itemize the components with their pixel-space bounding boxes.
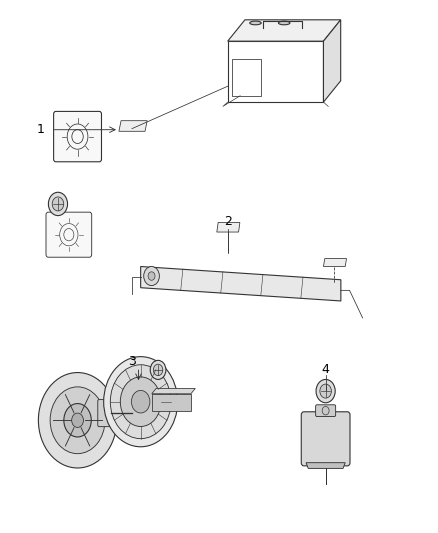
- Circle shape: [320, 384, 332, 398]
- Polygon shape: [152, 394, 191, 411]
- FancyBboxPatch shape: [53, 111, 102, 162]
- Polygon shape: [306, 463, 345, 469]
- Circle shape: [120, 377, 161, 426]
- Circle shape: [144, 266, 159, 286]
- Text: 3: 3: [128, 356, 136, 368]
- FancyBboxPatch shape: [46, 212, 92, 257]
- Circle shape: [150, 360, 166, 379]
- FancyBboxPatch shape: [316, 405, 336, 417]
- Polygon shape: [323, 259, 346, 266]
- FancyBboxPatch shape: [301, 412, 350, 466]
- Ellipse shape: [279, 21, 290, 25]
- Circle shape: [104, 357, 178, 447]
- Polygon shape: [323, 20, 341, 102]
- Circle shape: [52, 197, 64, 211]
- Circle shape: [316, 379, 335, 403]
- Circle shape: [39, 373, 117, 468]
- Text: 1: 1: [37, 123, 45, 136]
- Polygon shape: [141, 266, 341, 301]
- Circle shape: [48, 192, 67, 216]
- Circle shape: [322, 407, 329, 415]
- Circle shape: [50, 387, 105, 454]
- FancyBboxPatch shape: [98, 400, 124, 426]
- Circle shape: [131, 391, 150, 413]
- Circle shape: [64, 403, 91, 437]
- Polygon shape: [119, 120, 147, 131]
- Circle shape: [72, 413, 83, 427]
- Polygon shape: [152, 389, 195, 394]
- Polygon shape: [217, 222, 240, 232]
- Text: 4: 4: [321, 364, 329, 376]
- Circle shape: [153, 364, 163, 376]
- Text: 2: 2: [224, 215, 232, 228]
- Circle shape: [110, 365, 171, 439]
- Circle shape: [148, 272, 155, 280]
- Polygon shape: [228, 20, 341, 41]
- Ellipse shape: [250, 21, 261, 25]
